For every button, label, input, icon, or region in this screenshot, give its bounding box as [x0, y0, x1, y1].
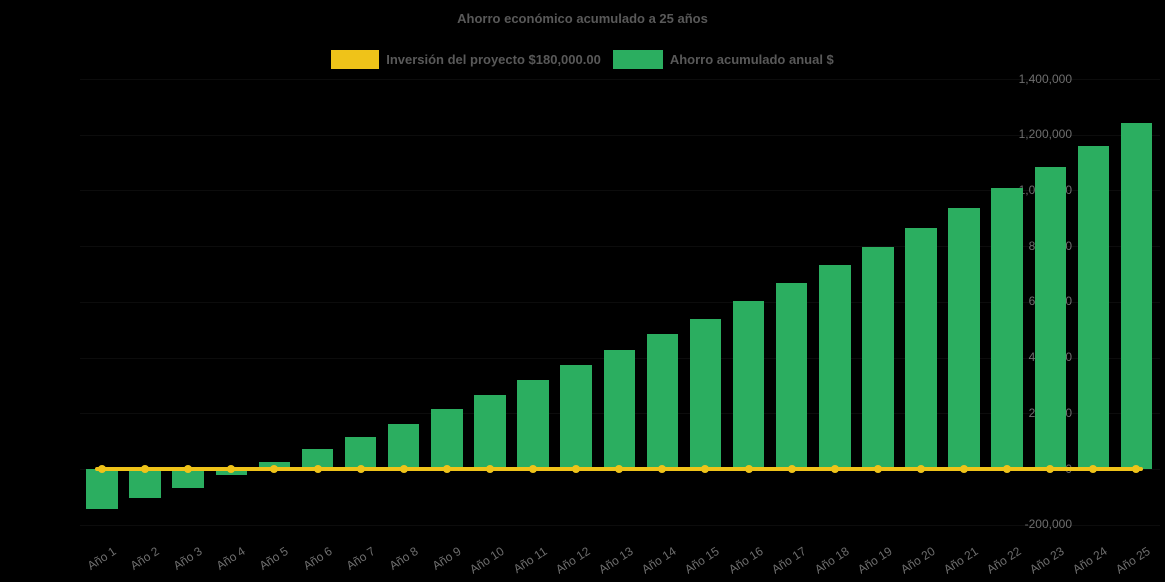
- bar-año-22: [991, 187, 1023, 469]
- gridline: [80, 301, 1160, 303]
- bar-año-12: [560, 365, 592, 469]
- gridline: [80, 524, 1160, 526]
- bar-año-16: [732, 301, 765, 469]
- bar-año-13: [603, 350, 635, 469]
- bar-año-9: [431, 409, 463, 469]
- investment-line-marker: [830, 465, 839, 473]
- investment-line-marker: [485, 465, 494, 473]
- gridline: [80, 134, 1160, 136]
- gridline: [80, 190, 1160, 192]
- bar-año-14: [646, 334, 679, 469]
- investment-line-marker: [960, 465, 968, 473]
- bar-año-19: [862, 246, 894, 469]
- bar-año-25: [1120, 123, 1153, 469]
- gridline: [80, 79, 1160, 80]
- investment-line-marker: [787, 465, 796, 473]
- investment-line-marker: [572, 465, 581, 473]
- investment-line-marker: [313, 465, 322, 473]
- investment-line-marker: [1132, 465, 1141, 473]
- chart-title: Ahorro económico acumulado a 25 años: [457, 11, 708, 26]
- y-axis-tick-label: -200,000: [1024, 517, 1072, 532]
- legend-item-investment: Inversión del proyecto $180,000.00: [331, 50, 601, 69]
- investment-line-marker: [658, 465, 667, 473]
- investment-line-marker: [873, 465, 882, 473]
- bar-año-17: [775, 282, 808, 469]
- bar-año-11: [517, 379, 549, 469]
- y-axis-tick-label: 1,400,000: [1018, 71, 1072, 86]
- bar-año-2: [129, 469, 161, 498]
- legend-label-savings: Ahorro acumulado anual $: [669, 52, 834, 67]
- bar-año-8: [387, 423, 420, 469]
- investment-line-marker: [529, 465, 537, 473]
- investment-line-marker: [701, 465, 710, 473]
- bar-año-23: [1034, 167, 1066, 469]
- investment-line-marker: [98, 465, 106, 473]
- gridline: [80, 246, 1160, 248]
- investment-line-marker: [916, 465, 925, 473]
- investment-line-marker: [356, 465, 365, 473]
- savings-bar-swatch: [612, 50, 663, 69]
- investment-line-marker: [399, 465, 408, 473]
- investment-line-marker: [184, 465, 193, 473]
- investment-line-marker: [1046, 465, 1055, 473]
- investment-line-marker: [442, 465, 451, 473]
- investment-line-marker: [615, 465, 624, 473]
- bar-año-3: [172, 469, 204, 488]
- y-axis-tick-label: 1,200,000: [1018, 127, 1072, 142]
- legend-item-savings: Ahorro acumulado anual $: [612, 50, 834, 69]
- investment-line-swatch: [331, 50, 380, 69]
- bar-año-21: [948, 207, 980, 469]
- bar-año-6: [301, 449, 334, 469]
- bar-año-24: [1077, 145, 1110, 469]
- legend: Inversión del proyecto $180,000.00 Ahorr…: [0, 50, 1165, 69]
- bar-año-10: [474, 395, 506, 469]
- bar-año-20: [905, 227, 937, 469]
- investment-line-marker: [270, 465, 279, 473]
- investment-line-marker: [227, 465, 236, 473]
- investment-line-marker: [1089, 465, 1098, 473]
- investment-line-marker: [744, 465, 753, 473]
- investment-line-marker: [141, 465, 150, 473]
- bar-año-7: [344, 436, 377, 469]
- bar-año-18: [819, 265, 851, 469]
- investment-line-marker: [1003, 465, 1012, 473]
- bar-año-15: [689, 318, 722, 469]
- legend-label-investment: Inversión del proyecto $180,000.00: [386, 52, 601, 67]
- bar-año-1: [86, 469, 118, 510]
